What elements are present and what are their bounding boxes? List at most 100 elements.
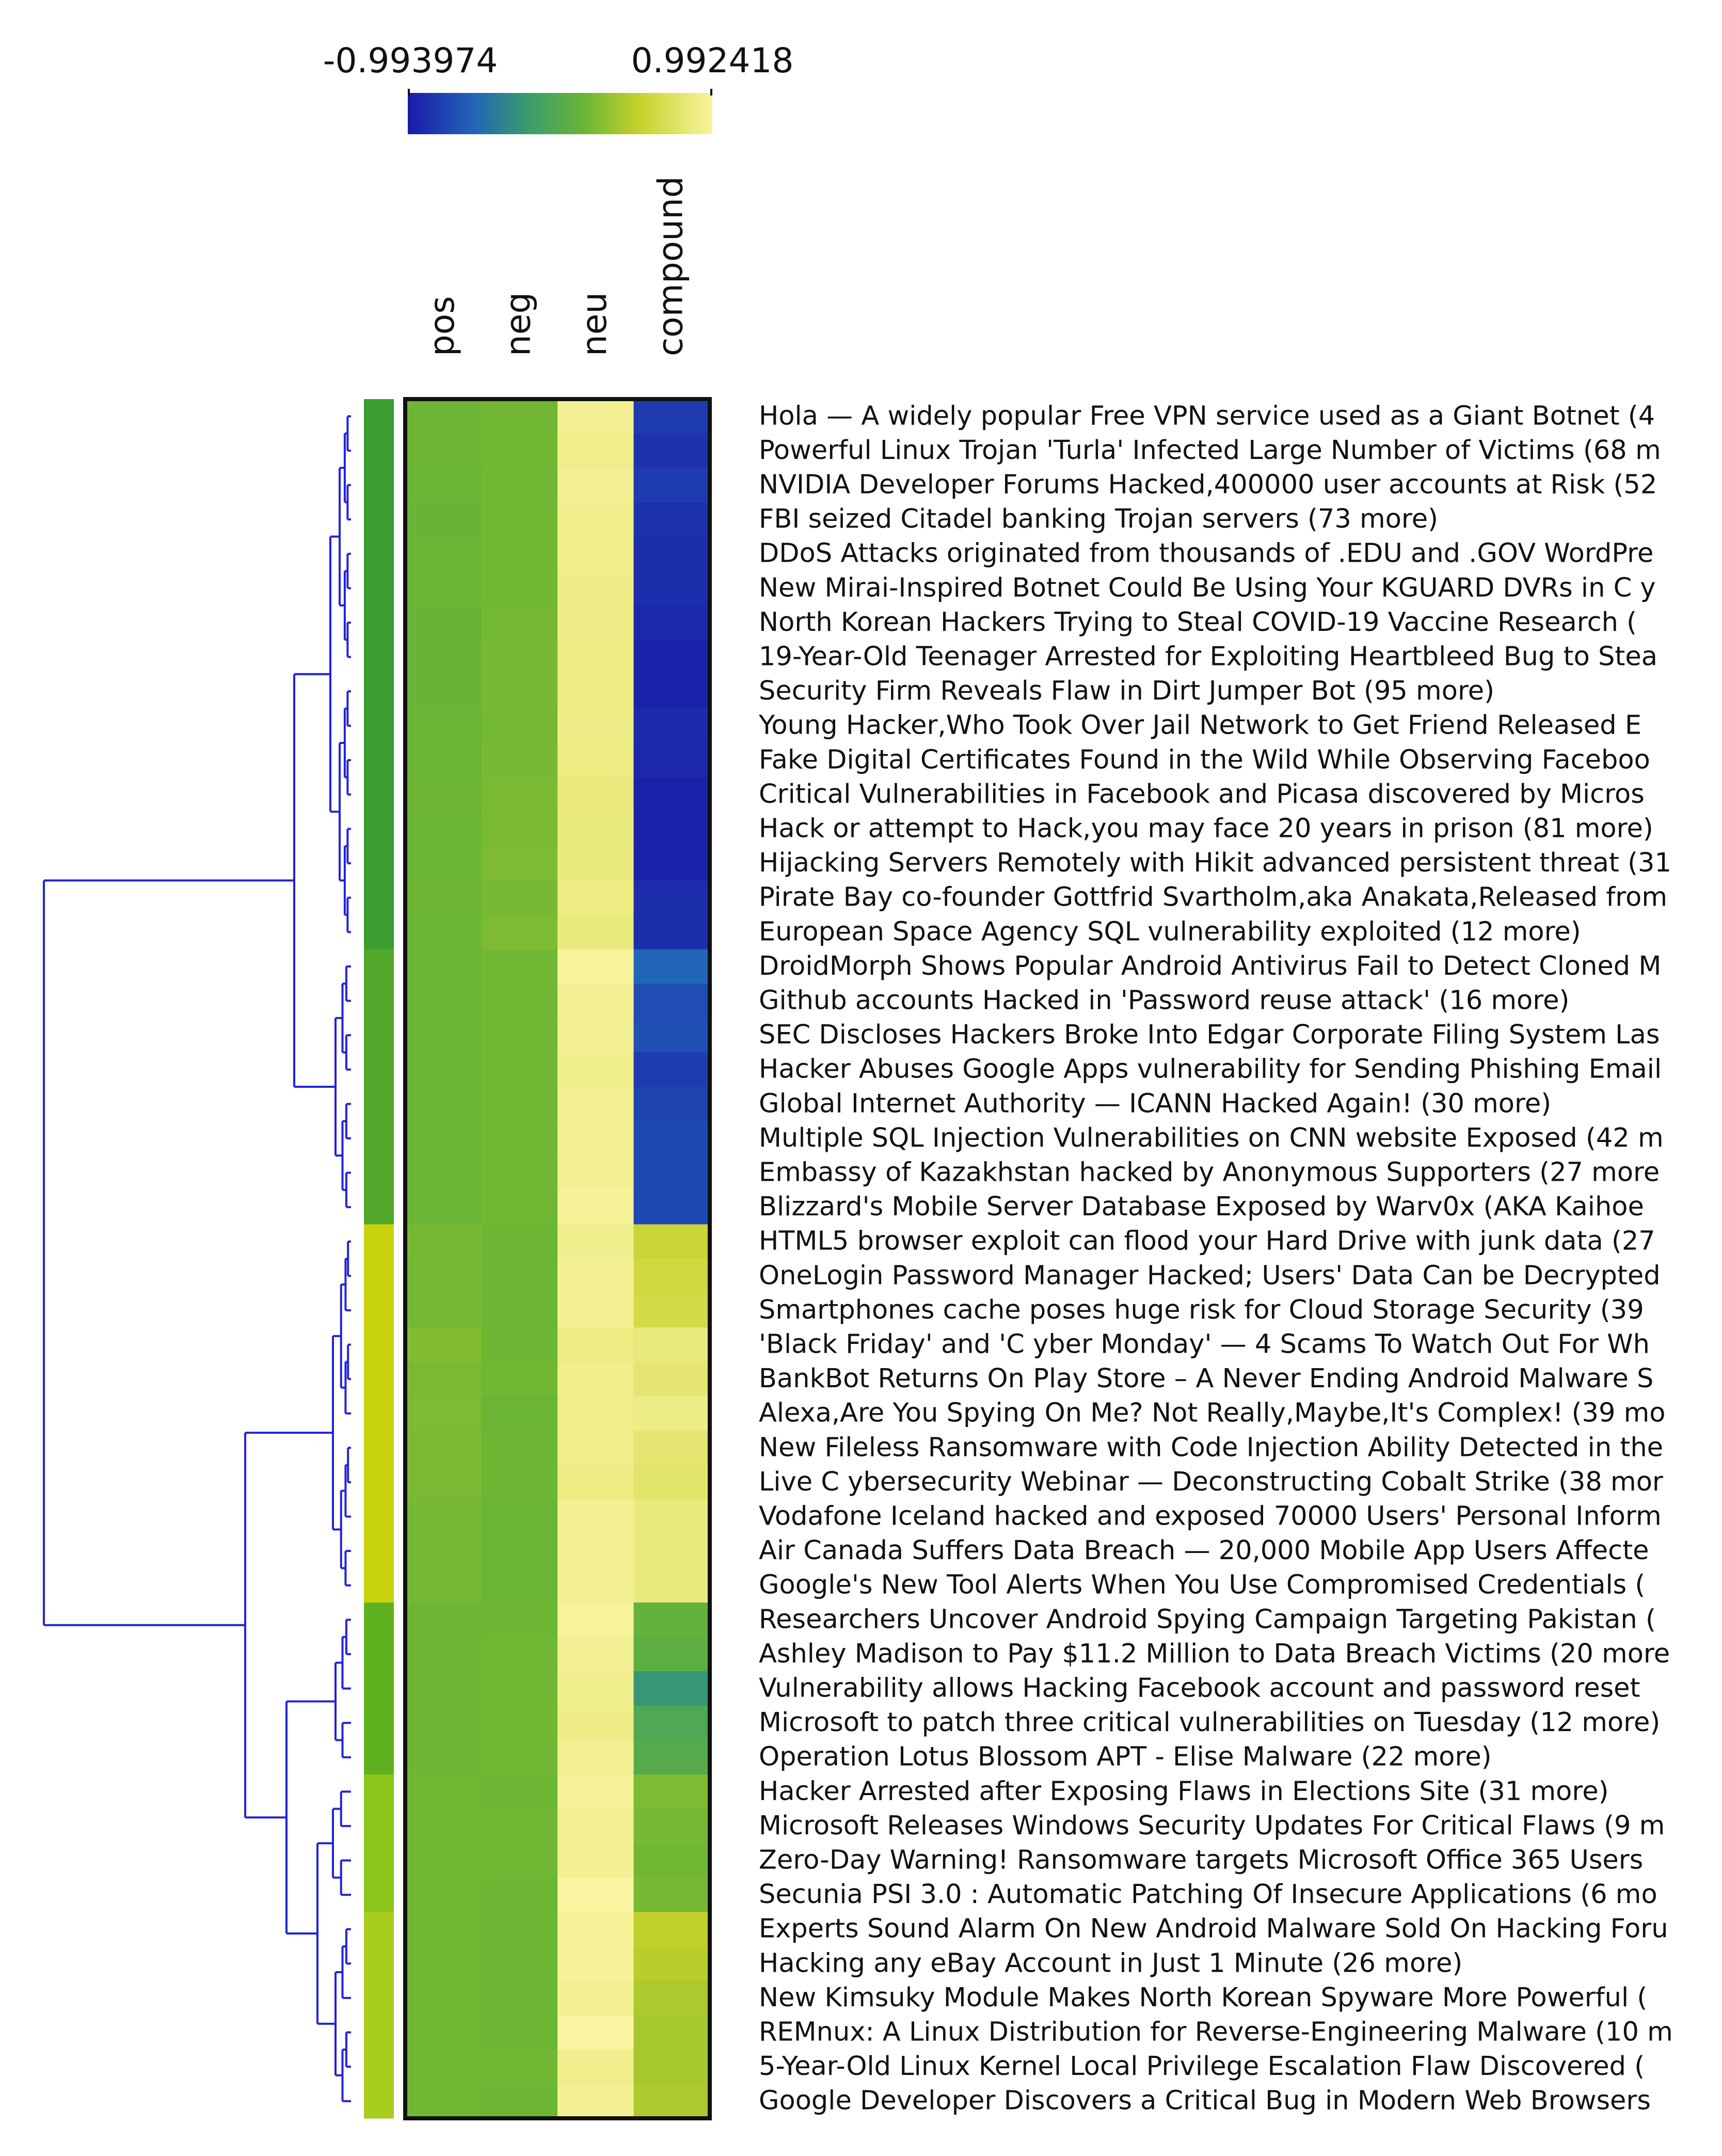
heatmap-cell [557,502,634,537]
heatmap-cell [633,915,710,950]
row-label: Microsoft Releases Windows Security Upda… [759,1811,1665,1841]
row-label: NVIDIA Developer Forums Hacked,400000 us… [759,469,1657,500]
row-label: Zero-Day Warning! Ransomware targets Mic… [759,1845,1643,1875]
heatmap-cell [557,2084,634,2119]
cluster-color-cell [364,846,394,881]
heatmap-cell [481,1877,558,1912]
heatmap-cell [405,1499,482,1534]
heatmap-cell [633,1809,710,1844]
cluster-color-cell [364,1740,394,1775]
cluster-color-cell [364,1603,394,1638]
heatmap-cell [557,1533,634,1568]
heatmap-cell [405,1052,482,1087]
heatmap-cell [633,1740,710,1775]
heatmap-cell [557,1431,634,1466]
column-label-neu: neu [575,292,614,356]
heatmap-cell [481,1912,558,1947]
heatmap-cell [633,1155,710,1191]
heatmap-cell [405,468,482,503]
cluster-color-cell [364,1774,394,1810]
heatmap-cell [633,2049,710,2084]
cluster-color-cell [364,605,394,640]
heatmap-cell [481,1396,558,1431]
row-label: DroidMorph Shows Popular Android Antivir… [759,951,1661,981]
cluster-color-bar [364,399,394,2119]
heatmap-cell [481,1121,558,1156]
heatmap-cell [405,1018,482,1053]
heatmap-cell [481,984,558,1019]
heatmap-cell [557,1293,634,1328]
cluster-color-cell [364,1912,394,1947]
heatmap-cell [633,1774,710,1810]
heatmap-cell [557,399,634,434]
heatmap-cell [557,1396,634,1431]
cluster-color-cell [364,1705,394,1740]
heatmap-cell [557,1774,634,1810]
cluster-color-cell [364,1190,394,1225]
row-label: Operation Lotus Blossom APT - Elise Malw… [759,1742,1492,1772]
heatmap-cell [481,502,558,537]
heatmap-cell [405,1155,482,1191]
heatmap-cell [633,571,710,606]
heatmap-cell [633,1980,710,2016]
heatmap-cell [405,1327,482,1362]
cluster-color-cell [364,502,394,537]
heatmap-cell [633,2084,710,2119]
heatmap-cell [633,1465,710,1500]
row-label: DDoS Attacks originated from thousands o… [759,538,1653,569]
heatmap-cell [557,571,634,606]
row-label: Fake Digital Certificates Found in the W… [759,744,1650,775]
row-label: Hacking any eBay Account in Just 1 Minut… [759,1948,1462,1978]
row-label: North Korean Hackers Trying to Steal COV… [759,607,1637,638]
row-label: OneLogin Password Manager Hacked; Users'… [759,1260,1661,1291]
heatmap-cell [405,949,482,984]
heatmap-cell [481,846,558,881]
heatmap-cell [405,708,482,743]
heatmap-cell [481,468,558,503]
heatmap-cell [557,536,634,572]
cluster-color-cell [364,2049,394,2084]
cluster-color-cell [364,1259,394,1294]
heatmap-cell [633,1671,710,1706]
heatmap-cell [481,1809,558,1844]
cluster-color-cell [364,1155,394,1191]
row-label: New Fileless Ransomware with Code Inject… [759,1432,1663,1463]
row-label: FBI seized Citadel banking Trojan server… [759,504,1438,534]
heatmap-cell [633,1190,710,1225]
heatmap-cell [557,1465,634,1500]
row-label: 5-Year-Old Linux Kernel Local Privilege … [759,2051,1645,2082]
heatmap-cell [405,984,482,1019]
column-label-pos: pos [422,296,462,356]
heatmap-cell [481,1293,558,1328]
heatmap-cell [481,1740,558,1775]
heatmap-cell [633,1327,710,1362]
heatmap-cell [633,1843,710,1878]
heatmap-cell [633,1121,710,1156]
heatmap-cell [481,2084,558,2119]
heatmap-cell [557,708,634,743]
heatmap-cell [633,708,710,743]
row-label: Live C ybersecurity Webinar — Deconstruc… [759,1467,1663,1497]
heatmap-cell [633,1705,710,1740]
heatmap-cell [481,433,558,468]
row-label: Young Hacker,Who Took Over Jail Network … [758,710,1641,741]
heatmap-cell [557,1087,634,1122]
row-label: Experts Sound Alarm On New Android Malwa… [759,1914,1668,1944]
heatmap-cell [481,1637,558,1672]
heatmap-cell [633,433,710,468]
heatmap-cell [633,1259,710,1294]
heatmap-cell [405,1843,482,1878]
cluster-color-cell [364,1396,394,1431]
heatmap-cell [481,2049,558,2084]
heatmap-cell [557,812,634,847]
heatmap-cell [557,1946,634,1981]
heatmap-cell [481,1843,558,1878]
cluster-color-cell [364,468,394,503]
heatmap-cell [481,571,558,606]
heatmap-cell [633,777,710,812]
heatmap-cell [633,1293,710,1328]
heatmap-cell [633,1396,710,1431]
row-label: REMnux: A Linux Distribution for Reverse… [759,2017,1673,2047]
heatmap-cell [405,1431,482,1466]
heatmap-cell [405,502,482,537]
